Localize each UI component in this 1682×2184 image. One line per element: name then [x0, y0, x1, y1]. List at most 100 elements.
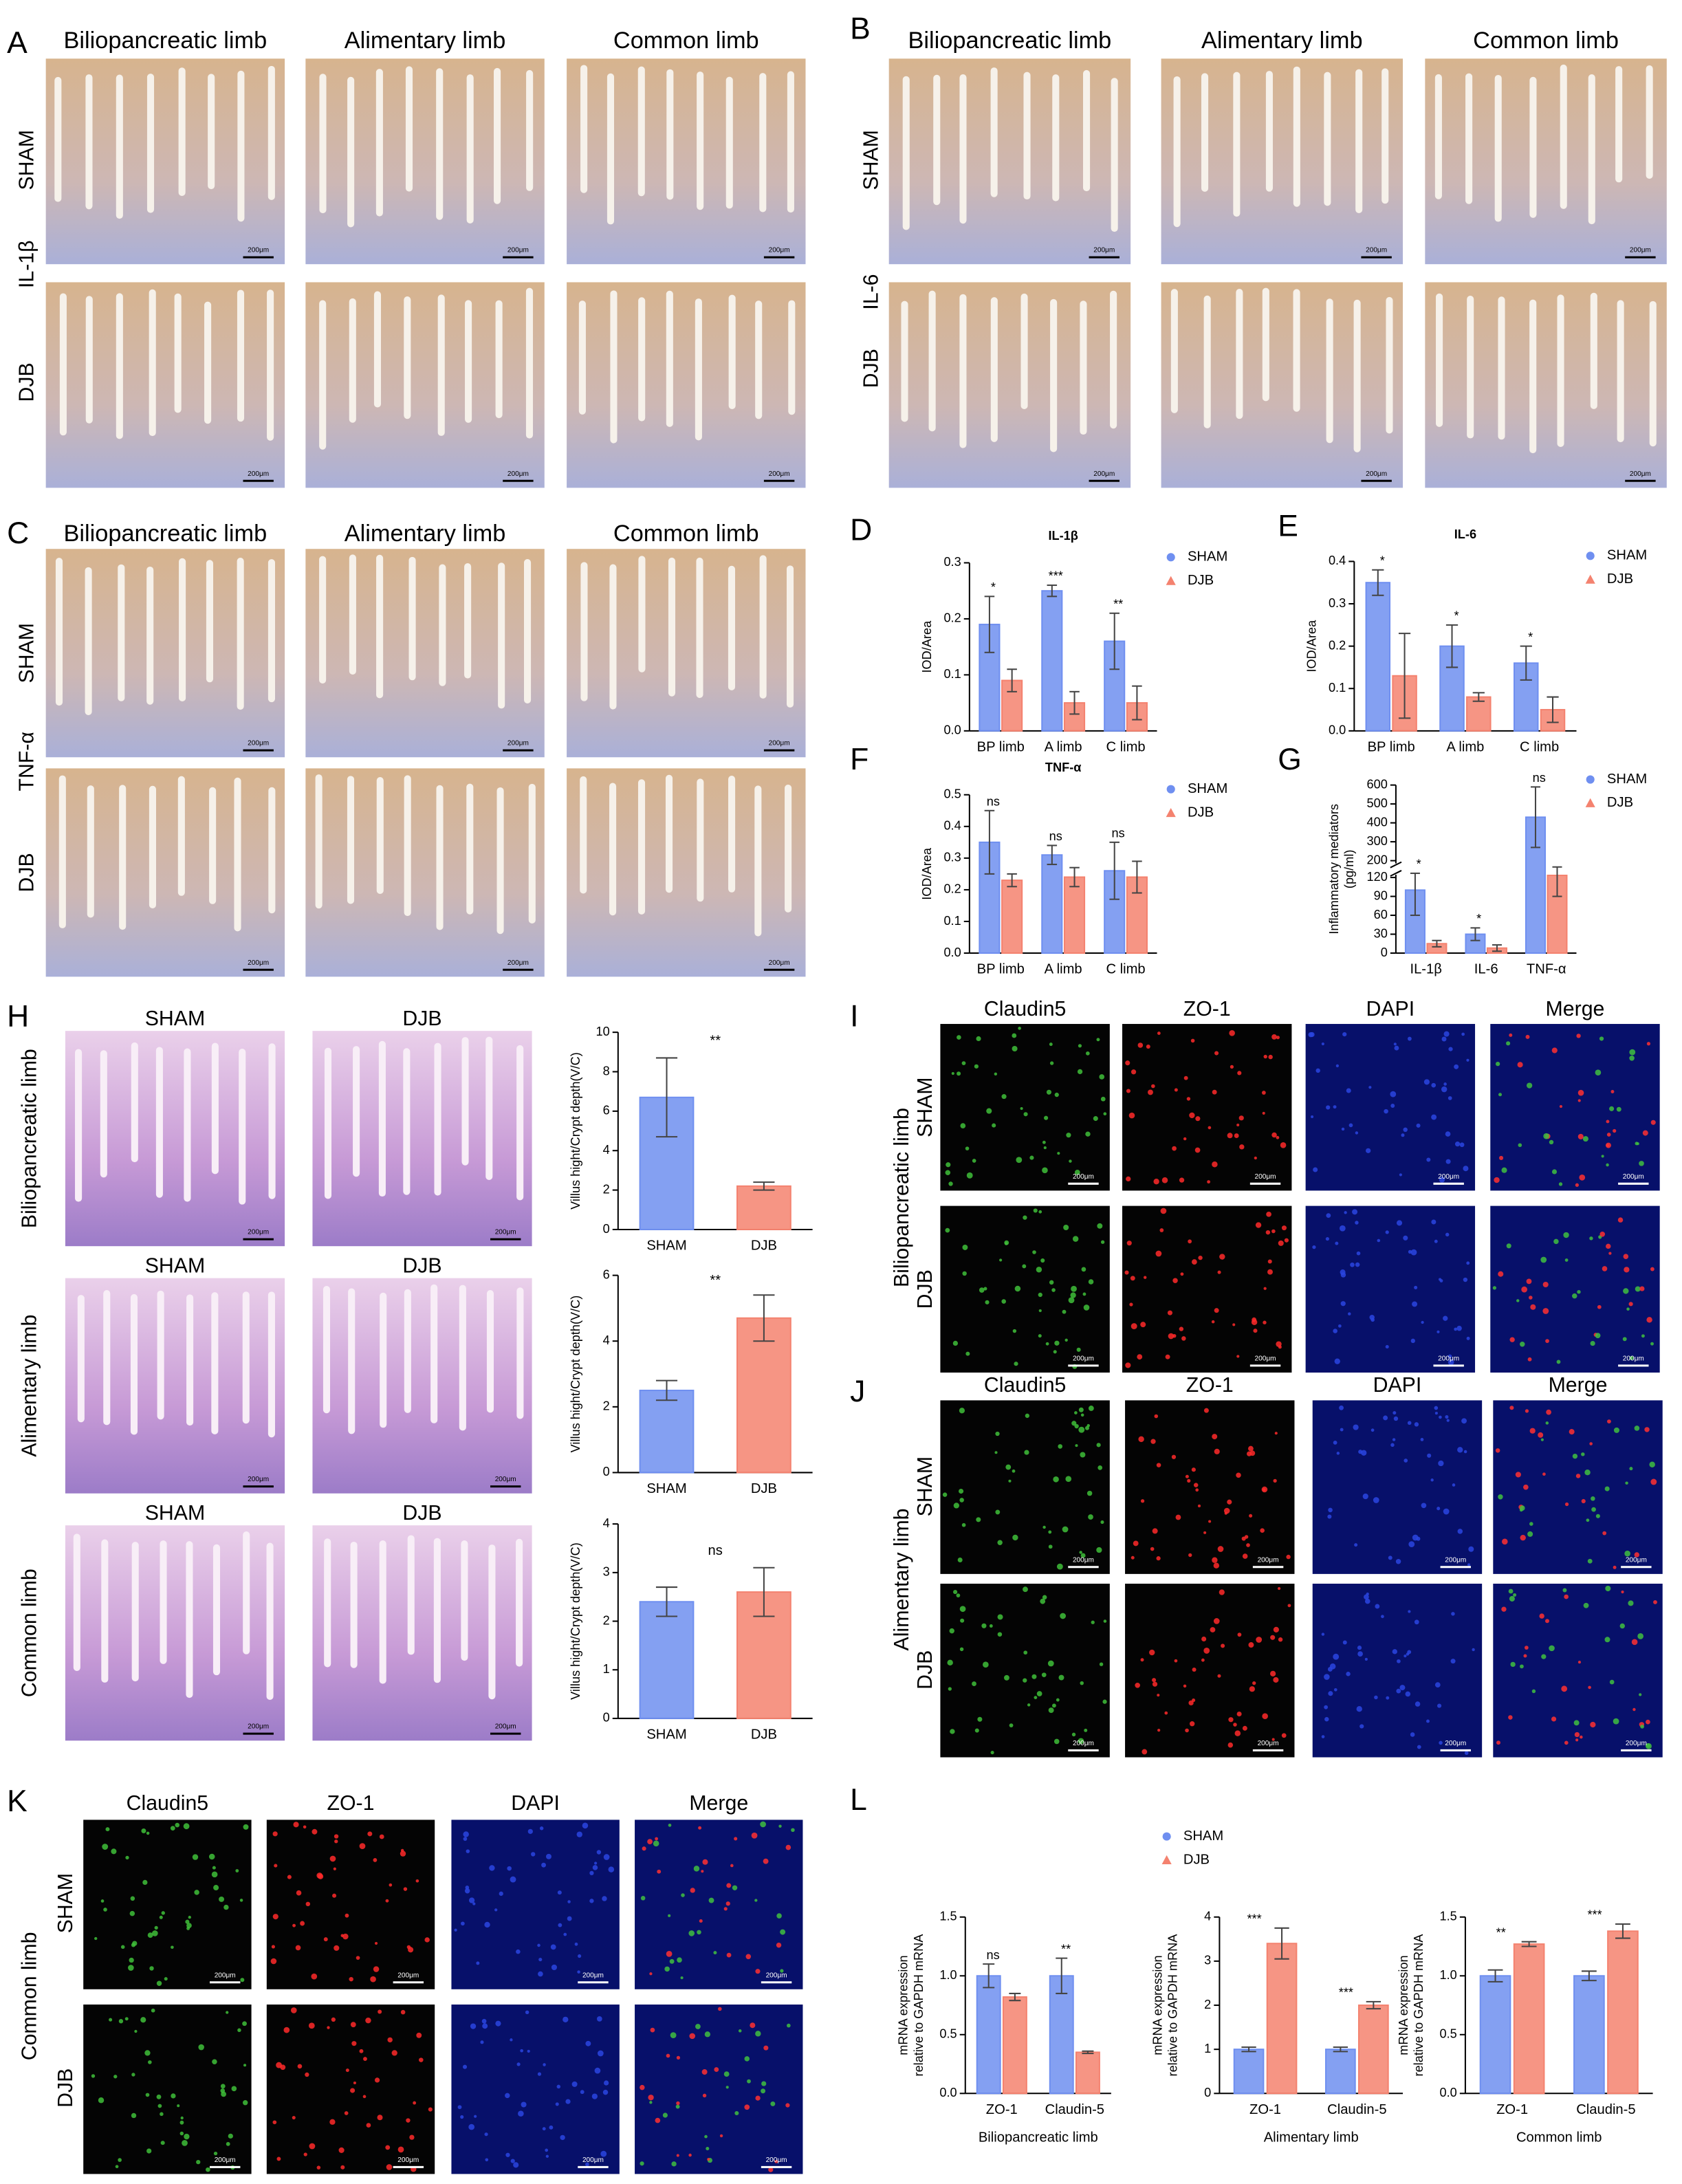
- scale-bar-label: 200μm: [248, 740, 269, 747]
- legend-label: DJB: [1607, 795, 1633, 810]
- fluorescence-spot: [997, 1540, 1003, 1545]
- fluorescence-spot: [1423, 1079, 1430, 1085]
- micrograph: [940, 1024, 1110, 1191]
- villus-gap: [1293, 66, 1300, 207]
- fluorescence-spot: [604, 2080, 609, 2086]
- scale-bar-label: 200μm: [248, 247, 269, 254]
- y-tick-label: 4: [603, 1143, 610, 1157]
- fluorescence-spot: [374, 1941, 378, 1945]
- fluorescence-spot: [1414, 1619, 1419, 1625]
- micrograph: [305, 549, 545, 758]
- y-axis-label: IOD/Area: [1305, 620, 1319, 673]
- fluorescence-spot: [1023, 1215, 1027, 1220]
- fluorescence-spot: [1357, 1646, 1362, 1650]
- fluorescence-spot: [701, 1870, 704, 1873]
- fluorescence-spot: [1344, 1211, 1347, 1214]
- fluorescence-spot: [1441, 1086, 1448, 1093]
- fluorescence-spot: [545, 2148, 549, 2152]
- panel-label: D: [850, 514, 872, 547]
- villus-gap: [116, 74, 123, 219]
- fluorescence-spot: [1183, 1684, 1187, 1688]
- fluorescence-spot: [1589, 1442, 1593, 1445]
- bar: [639, 1601, 695, 1719]
- villus-gap: [403, 1048, 411, 1195]
- fluorescence-spot: [1311, 1115, 1314, 1119]
- villus-gap: [319, 74, 327, 214]
- fluorescence-spot: [461, 1921, 465, 1926]
- fluorescence-spot: [1276, 1341, 1282, 1347]
- fluorescence-spot: [1624, 1550, 1630, 1557]
- fluorescence-spot: [1192, 1667, 1197, 1672]
- villus-gap: [728, 775, 736, 893]
- fluorescence-spot: [1321, 1735, 1325, 1738]
- scale-bar-label: 200μm: [1073, 1740, 1094, 1747]
- fluorescence-spot: [1595, 1333, 1601, 1339]
- fluorescence-spot: [1164, 1711, 1168, 1715]
- fluorescence-spot: [1020, 1106, 1023, 1111]
- column-header: Common limb: [1473, 28, 1619, 54]
- y-axis-label: relative to GAPDH mRNA: [1166, 1934, 1180, 2077]
- legend-marker: [1166, 785, 1175, 794]
- fluorescence-spot: [676, 2055, 681, 2060]
- fluorescence-spot: [1613, 1128, 1617, 1133]
- villus-gap: [1233, 72, 1241, 217]
- micrograph: [635, 1820, 803, 1989]
- villus-gap: [902, 76, 910, 230]
- fluorescence-spot: [1361, 1450, 1367, 1456]
- fluorescence-spot: [1056, 1563, 1063, 1570]
- fluorescence-spot: [305, 1901, 311, 1907]
- fluorescence-spot: [154, 1925, 158, 1930]
- villus-gap: [728, 294, 736, 409]
- significance-label: *: [991, 580, 996, 594]
- fluorescence-spot: [688, 2153, 692, 2157]
- fluorescence-spot: [776, 1942, 782, 1948]
- fluorescence-spot: [983, 1287, 987, 1291]
- villus-gap: [324, 1538, 331, 1668]
- fluorescence-spot: [1270, 1635, 1276, 1640]
- fluorescence-spot: [312, 1828, 318, 1835]
- significance-label: ***: [1049, 569, 1063, 583]
- fluorescence-spot: [726, 1883, 732, 1888]
- significance-label: **: [710, 1034, 721, 1049]
- fluorescence-spot: [1459, 1142, 1465, 1148]
- fluorescence-spot: [1362, 1493, 1368, 1500]
- fluorescence-spot: [1551, 1716, 1557, 1722]
- fluorescence-spot: [1080, 1452, 1086, 1458]
- fluorescence-spot: [1075, 1444, 1078, 1448]
- fluorescence-spot: [1326, 1105, 1331, 1110]
- fluorescence-spot: [466, 1849, 470, 1853]
- villus-gap: [788, 300, 796, 415]
- fluorescence-spot: [1426, 1719, 1430, 1723]
- fluorescence-spot: [751, 1832, 758, 1839]
- fluorescence-spot: [237, 2028, 241, 2032]
- villus-gap: [437, 294, 445, 436]
- fluorescence-spot: [1125, 1060, 1131, 1066]
- y-tick-label: 1.0: [939, 1968, 957, 1982]
- fluorescence-spot: [130, 1896, 135, 1901]
- fluorescence-spot: [1499, 1155, 1504, 1160]
- x-tick-label: C limb: [1106, 962, 1145, 977]
- bar: [1233, 2049, 1265, 2095]
- fluorescence-spot: [518, 2110, 524, 2117]
- villus-gap: [695, 298, 702, 441]
- fluorescence-spot: [668, 1914, 671, 1917]
- fluorescence-spot: [1410, 1732, 1415, 1737]
- villus-gap: [1023, 72, 1031, 200]
- fluorescence-spot: [994, 1072, 998, 1076]
- fluorescence-spot: [693, 1866, 700, 1872]
- fluorescence-spot: [377, 2115, 383, 2121]
- villus-gap: [1467, 295, 1474, 439]
- fluorescence-spot: [1515, 1472, 1521, 1478]
- fluorescence-spot: [185, 1919, 190, 1924]
- fluorescence-spot: [1228, 1717, 1234, 1723]
- villus-gap: [580, 562, 588, 701]
- fluorescence-spot: [1071, 1285, 1077, 1292]
- fluorescence-spot: [1366, 1148, 1371, 1153]
- fluorescence-spot: [1513, 1593, 1517, 1597]
- fluorescence-spot: [1203, 1408, 1209, 1413]
- fluorescence-spot: [1167, 1310, 1172, 1315]
- fluorescence-spot: [1078, 1407, 1084, 1412]
- bar: [1513, 1943, 1545, 2095]
- fluorescence-spot: [1236, 1472, 1241, 1478]
- fluorescence-spot: [966, 1172, 973, 1179]
